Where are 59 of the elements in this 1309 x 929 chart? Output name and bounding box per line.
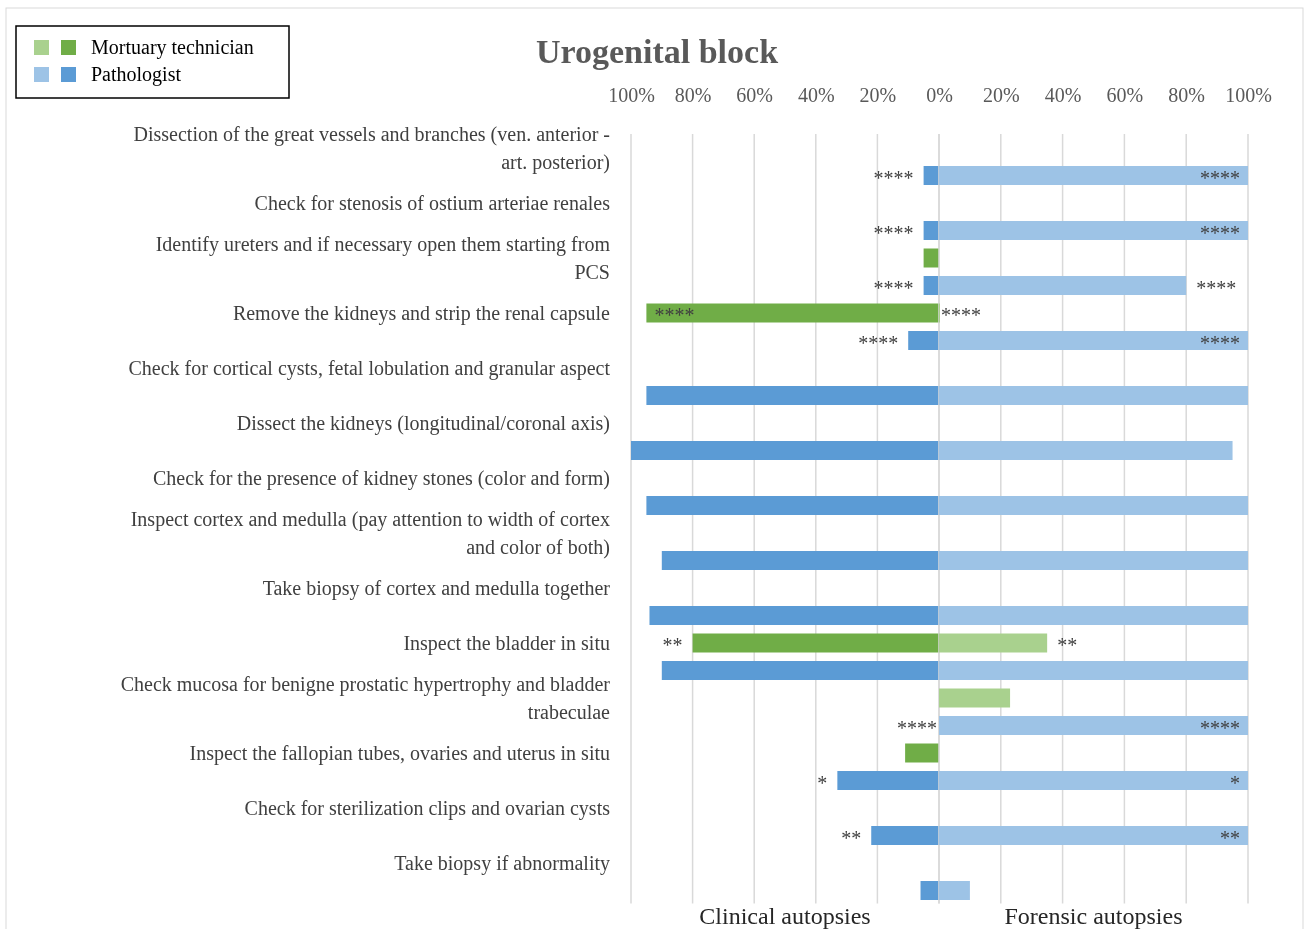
y-tick-label: Remove the kidneys and strip the renal capsule xyxy=(232,302,611,325)
data-label: **** xyxy=(1196,276,1237,299)
x-tick-label: 40% xyxy=(797,84,835,106)
legend-label: Pathologist xyxy=(91,63,182,86)
data-label: **** xyxy=(1200,331,1240,354)
data-label: **** xyxy=(873,221,914,244)
bar xyxy=(923,166,939,185)
data-label: * xyxy=(1230,771,1240,794)
bar xyxy=(939,716,1248,735)
bar xyxy=(871,826,939,845)
x-tick-label: 0% xyxy=(926,84,953,106)
y-tick-label: Take biopsy of cortex and medulla together xyxy=(262,577,611,600)
bar xyxy=(908,331,939,350)
data-label: **** xyxy=(858,331,899,354)
y-tick-label: Inspect the bladder in situ xyxy=(403,632,610,655)
x-axis-title: Forensic autopsies xyxy=(1004,903,1183,929)
y-tick-label: Check for cortical cysts, fetal lobulation and granular aspect xyxy=(128,357,611,380)
bar xyxy=(939,688,1011,708)
y-tick-label: Dissect the kidneys (longitudinal/coronal axis) xyxy=(236,412,610,435)
legend-label: Mortuary technician xyxy=(91,36,254,59)
y-tick-label: Check for sterilization clips and ovarian cysts xyxy=(244,797,611,820)
data-label: ** xyxy=(841,826,862,849)
bar xyxy=(905,743,939,763)
data-label: **** xyxy=(873,276,914,299)
data-label: **** xyxy=(873,166,914,189)
data-label: **** xyxy=(654,304,695,326)
x-tick-label: 80% xyxy=(1168,84,1206,106)
data-label: ** xyxy=(1220,826,1240,849)
bar xyxy=(837,771,939,790)
y-tick-label: Take biopsy if abnormality xyxy=(394,852,610,875)
y-tick-label: Check for the presence of kidney stones (color and form) xyxy=(152,467,610,490)
y-tick-label: Check mucosa for benigne prostatic hypertrophy and bladder trabeculae xyxy=(120,673,611,723)
bar xyxy=(923,248,939,268)
y-tick-label: Dissection of the great vessels and branches (ven. anterior - art. posterior) xyxy=(133,123,610,174)
bar xyxy=(646,303,939,323)
y-tick-label: Inspect cortex and medulla (pay attention to width of cortex and color of both) xyxy=(130,508,610,559)
data-label: **** xyxy=(1200,221,1240,244)
x-tick-label: 40% xyxy=(1044,84,1082,106)
data-label: * xyxy=(817,771,828,794)
x-axis-title: Clinical autopsies xyxy=(699,903,871,929)
x-tick-label: 100% xyxy=(1225,84,1272,106)
bar xyxy=(923,276,939,295)
x-tick-label: 20% xyxy=(859,84,897,106)
data-label: ** xyxy=(1057,634,1078,656)
data-label: **** xyxy=(941,304,981,326)
y-tick-label: Identify ureters and if necessary open them starting from PCS xyxy=(155,233,611,283)
data-label: ** xyxy=(662,634,683,656)
data-label: **** xyxy=(1200,166,1240,189)
data-label: **** xyxy=(1200,716,1240,739)
y-tick-label: Check for stenosis of ostium arteriae renales xyxy=(254,192,611,214)
x-tick-label: 20% xyxy=(982,84,1020,106)
x-tick-label: 100% xyxy=(608,84,655,106)
x-tick-label: 60% xyxy=(736,84,774,106)
x-tick-label: 80% xyxy=(674,84,712,106)
x-tick-label: 60% xyxy=(1106,84,1144,106)
data-label: **** xyxy=(897,716,937,739)
chart-title: Urogenital block xyxy=(535,33,779,70)
bar xyxy=(923,221,939,240)
y-tick-label: Inspect the fallopian tubes, ovaries and uterus in situ xyxy=(189,742,610,765)
